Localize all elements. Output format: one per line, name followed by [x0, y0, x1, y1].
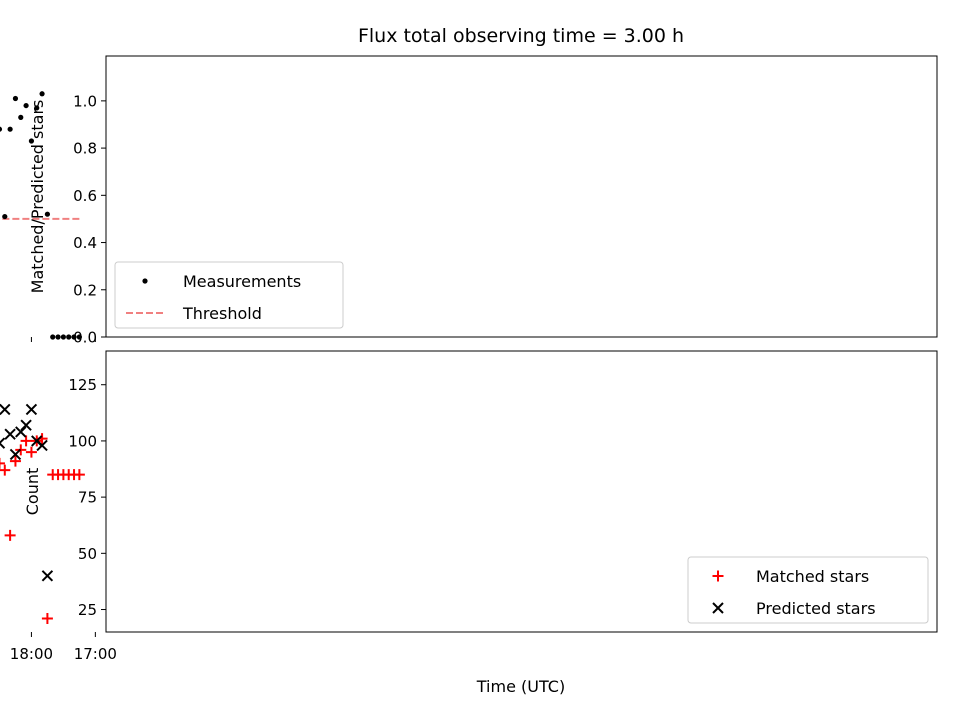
y-tick-label: 0.4	[73, 234, 97, 252]
matched-star-point	[47, 469, 59, 481]
measurement-point	[44, 211, 51, 217]
matched-star-point	[41, 613, 53, 625]
x-tick-label: 17:00	[74, 645, 117, 663]
predicted-star-point	[20, 419, 32, 431]
y-tick-label: 1.0	[73, 92, 97, 110]
y-tick-label: 0.2	[73, 281, 97, 299]
measurement-point	[12, 95, 19, 102]
measurement-point	[23, 102, 29, 109]
legend-label: Measurements	[183, 272, 301, 291]
legend-box	[114, 261, 344, 329]
y-tick-label: 50	[78, 545, 97, 563]
matched-star-point	[0, 464, 11, 476]
x-axis-label: Time (UTC)	[476, 677, 565, 696]
legend-label: Predicted stars	[756, 599, 876, 618]
measurement-point	[0, 126, 3, 132]
predicted-star-point	[0, 403, 11, 416]
y-axis-label: Count	[23, 468, 42, 516]
predicted-star-point	[31, 435, 43, 447]
legend-marker-predicted	[712, 602, 724, 614]
plot-frame	[105, 350, 938, 633]
legend-label: Matched stars	[756, 567, 869, 586]
measurement-point	[71, 334, 77, 340]
chart-title: Flux total observing time = 3.00 h	[358, 25, 684, 47]
legend-label: Threshold	[182, 304, 262, 323]
measurement-point	[28, 138, 35, 144]
measurement-point	[34, 105, 40, 111]
predicted-star-point	[15, 426, 27, 438]
matched-star-point	[0, 457, 5, 469]
y-tick-label: 0.0	[73, 329, 97, 347]
plot-frame	[105, 55, 938, 338]
legend-marker-matched	[712, 570, 724, 582]
bottom-panel-counts: 25507510012517:0018:0019:0020:0021:0022:…	[0, 350, 938, 663]
measurement-point	[55, 334, 61, 340]
measurement-point	[7, 126, 13, 132]
matched-star-point	[4, 529, 16, 541]
measurement-point	[60, 334, 66, 340]
x-tick-label: 18:00	[10, 645, 53, 663]
measurement-point	[18, 114, 24, 120]
y-tick-label: 75	[78, 489, 97, 507]
legend: Measurements Threshold	[114, 261, 344, 329]
predicted-star-point	[4, 428, 16, 440]
legend: Matched stars Predicted stars	[687, 556, 929, 624]
legend-marker-measurement	[142, 278, 148, 284]
matched-star-point	[9, 455, 21, 467]
measurement-point	[39, 91, 45, 97]
legend-box	[687, 556, 929, 624]
y-tick-label: 25	[78, 601, 97, 619]
predicted-star-point	[41, 570, 54, 582]
matched-star-point	[20, 435, 32, 447]
predicted-star-point	[9, 448, 22, 461]
top-panel-ratio: 0.0 0.2 0.4 0.6 0.8 1.0 Matched/Predicted star…	[0, 55, 938, 347]
y-tick-label: 0.6	[73, 187, 97, 205]
matched-star-point	[25, 446, 37, 458]
y-axis-label: Matched/Predicted stars	[28, 100, 47, 294]
y-tick-label: 100	[68, 432, 97, 450]
measurement-point	[66, 334, 72, 340]
predicted-star-point	[25, 403, 38, 416]
measurement-point	[50, 334, 56, 340]
predicted-star-point	[0, 437, 6, 449]
measurement-point	[2, 213, 8, 220]
y-tick-label: 125	[68, 376, 97, 394]
y-tick-label: 0.8	[73, 140, 97, 158]
measurement-point	[76, 334, 82, 340]
